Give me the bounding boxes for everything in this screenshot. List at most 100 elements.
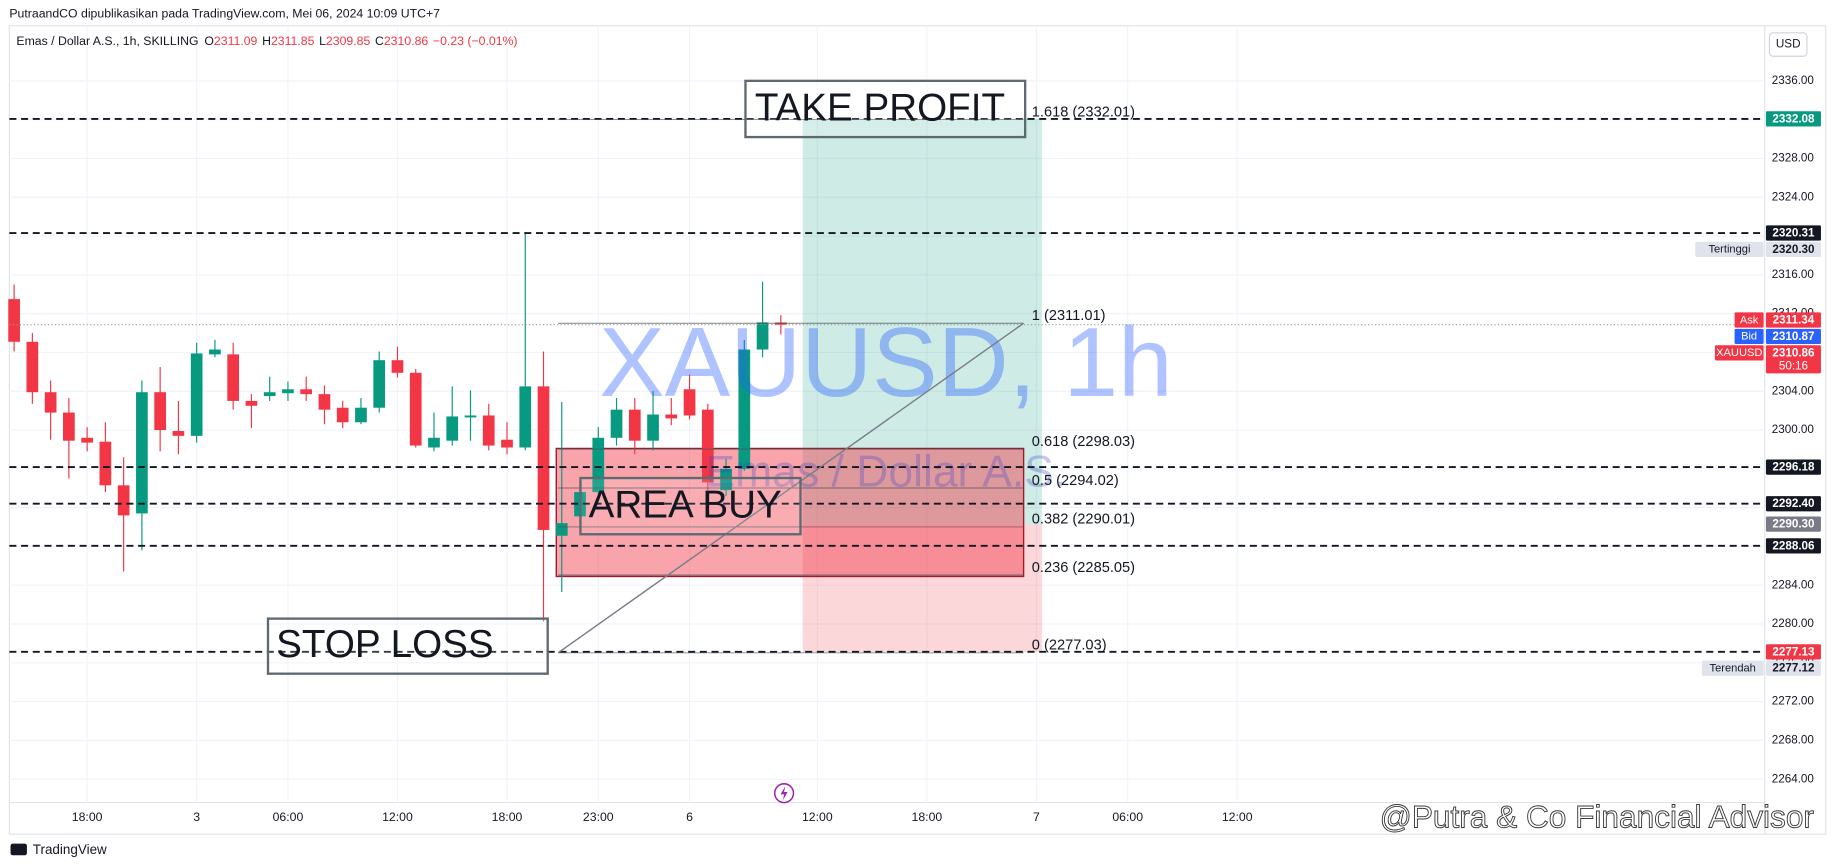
x-tick-label: 06:00 [273, 810, 304, 824]
candle-body [318, 394, 331, 410]
candle-body [756, 322, 769, 350]
area-buy-text: AREA BUY [589, 484, 782, 527]
fib-level-label: 1.618 (2332.01) [1032, 104, 1135, 120]
price-label: 2290.30 [1772, 518, 1815, 531]
candle-body [519, 386, 532, 448]
price-tag: Bid [1741, 331, 1757, 343]
fib-level-label: 0.236 (2285.05) [1032, 560, 1135, 576]
candle-body [482, 415, 495, 446]
y-tick-label: 2316.00 [1772, 268, 1815, 281]
price-tag-box [1695, 241, 1764, 258]
candle-body [683, 389, 696, 416]
candle-body [245, 400, 258, 406]
legend-key: H [262, 34, 271, 48]
candle-body [136, 392, 148, 514]
candle-body [8, 299, 20, 342]
price-label-box [1765, 225, 1821, 241]
y-tick-label: 2300.00 [1772, 423, 1815, 436]
price-label-box [1765, 459, 1821, 475]
x-tick-label: 12:00 [1222, 810, 1253, 824]
fib-level-label: 0.618 (2298.03) [1032, 434, 1135, 450]
price-tag-box [1734, 312, 1764, 328]
candle-body [227, 354, 240, 401]
fib-level-label: 0.382 (2290.01) [1032, 512, 1135, 528]
axis-layer: 2264.002268.002272.002276.002280.002284.… [72, 74, 1821, 824]
x-tick-label: 12:00 [802, 810, 833, 824]
candle-body [26, 341, 39, 393]
y-tick-label: 2284.00 [1772, 578, 1815, 591]
take-profit-text: TAKE PROFIT [755, 86, 1005, 129]
price-label-box [1765, 111, 1821, 127]
candle-body [610, 409, 623, 438]
candle-body [355, 407, 367, 423]
legend-value: 2310.86 [384, 34, 429, 48]
candle-body [701, 409, 714, 483]
price-tag-box [1714, 345, 1764, 361]
brand-icon [10, 843, 27, 856]
price-label-box [1765, 516, 1821, 532]
price-tag: Terendah [1710, 663, 1756, 675]
stop-loss-box [266, 617, 549, 675]
candle-body [117, 485, 130, 516]
price-label: 2277.12 [1772, 662, 1815, 675]
price-label: 2311.34 [1773, 313, 1815, 326]
price-label: 2277.13 [1772, 645, 1815, 658]
price-label-box [1765, 328, 1821, 345]
price-label-box [1765, 345, 1821, 374]
price-label: 2310.86 [1772, 346, 1815, 359]
candle-body [63, 412, 75, 441]
candle-body [446, 416, 459, 441]
candle-body [628, 409, 641, 441]
candle-body [209, 349, 221, 355]
candle-body [391, 360, 404, 373]
candle-body [99, 441, 112, 486]
x-tick-label: 7 [1033, 810, 1040, 824]
price-tag-box [1701, 660, 1764, 676]
candle-body [409, 372, 422, 446]
currency-button[interactable] [1768, 32, 1808, 57]
candle-body [81, 437, 93, 443]
symbol-watermark: XAUUSD, 1h [599, 307, 1173, 417]
alert-bolt[interactable] [780, 786, 788, 801]
price-tag-box [1734, 328, 1764, 345]
x-tick-label: 12:00 [382, 810, 413, 824]
legend-key: C [375, 34, 384, 48]
legend-key: L [319, 34, 326, 48]
x-tick-label: 18:00 [492, 810, 523, 824]
alert-icon[interactable] [773, 783, 795, 804]
candle-body [665, 414, 678, 419]
legend-value: 2309.85 [326, 34, 371, 48]
y-tick-label: 2324.00 [1772, 190, 1815, 203]
legend-change: −0.23 (−0.01%) [433, 34, 518, 48]
y-tick-label: 2272.00 [1772, 695, 1815, 708]
x-tick-label: 18:00 [72, 810, 103, 824]
lines-layer: 1.618 (2332.01) 1 (2311.01) 0.618 (2298.03… [9, 104, 1765, 654]
y-tick-label: 2268.00 [1772, 733, 1815, 746]
x-tick-label: 6 [686, 810, 693, 824]
price-label-box [1765, 312, 1821, 328]
price-label-box [1765, 538, 1821, 554]
candle-body [154, 392, 167, 431]
price-countdown: 50:16 [1779, 359, 1808, 372]
x-tick-label: 23:00 [583, 810, 614, 824]
drawings-layer [555, 118, 1042, 652]
candle-body [263, 392, 276, 397]
area-buy-zone [555, 447, 1025, 578]
fib-level-label: 1 (2311.01) [1032, 308, 1106, 324]
x-tick-label: 06:00 [1112, 810, 1143, 824]
currency-label[interactable]: USD [1776, 38, 1801, 51]
candle-body [172, 430, 185, 436]
price-label: 2320.31 [1772, 226, 1815, 239]
price-label-box [1765, 496, 1821, 512]
price-label: 2332.08 [1772, 112, 1815, 125]
price-label: 2292.40 [1772, 497, 1815, 510]
y-tick-label: 2304.00 [1772, 384, 1815, 397]
y-tick-label: 2336.00 [1772, 74, 1815, 87]
price-label: 2310.87 [1772, 330, 1814, 343]
stop-loss-text: STOP LOSS [276, 623, 493, 666]
price-tag: XAUUSD [1716, 347, 1762, 359]
publish-info: PutraandCO dipublikasikan pada TradingVi… [9, 6, 440, 20]
brand-logo: TradingView [10, 842, 107, 857]
